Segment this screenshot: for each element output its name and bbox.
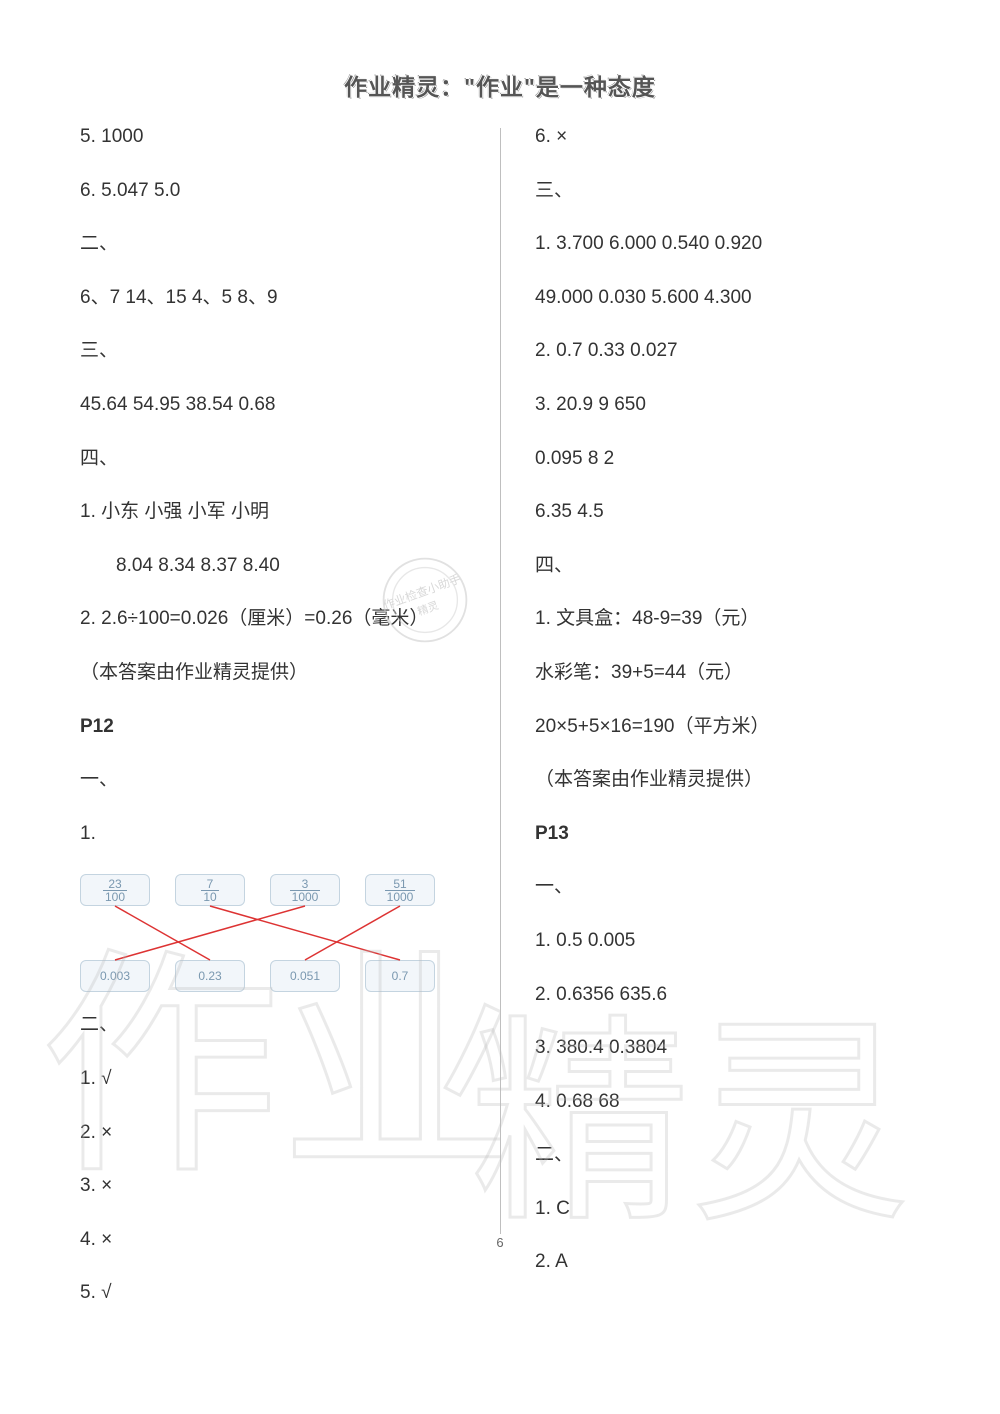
- section-heading: 四、: [80, 446, 475, 473]
- answer-line: 1.: [80, 821, 475, 848]
- answer-line: 6. ×: [535, 124, 930, 151]
- answer-line: 3. ×: [80, 1173, 475, 1200]
- page-label: P13: [535, 821, 930, 848]
- page-number: 6: [0, 1235, 1000, 1250]
- left-column: 5. 1000 6. 5.047 5.0 二、 6、7 14、15 4、5 8、…: [80, 124, 505, 1334]
- answer-line: 2. 0.6356 635.6: [535, 982, 930, 1009]
- section-heading: 二、: [80, 231, 475, 258]
- answer-line: 8.04 8.34 8.37 8.40: [80, 553, 475, 580]
- section-heading: 三、: [535, 178, 930, 205]
- answer-line: 2. 0.7 0.33 0.027: [535, 338, 930, 365]
- answer-line: 1. 0.5 0.005: [535, 928, 930, 955]
- answer-line: 20×5+5×16=190（平方米）: [535, 714, 930, 741]
- section-heading: 二、: [80, 1012, 475, 1039]
- answer-line: 6.35 4.5: [535, 499, 930, 526]
- page-label: P12: [80, 714, 475, 741]
- page-header: 作业精灵："作业"是一种态度: [0, 0, 1000, 124]
- columns: 5. 1000 6. 5.047 5.0 二、 6、7 14、15 4、5 8、…: [0, 124, 1000, 1334]
- answer-line: 5. 1000: [80, 124, 475, 151]
- matching-diagram: 23100 710 31000 511000 0.003 0.23 0.051 …: [80, 874, 440, 994]
- answer-line: 1. 3.700 6.000 0.540 0.920: [535, 231, 930, 258]
- section-heading: 二、: [535, 1142, 930, 1169]
- credit-line: （本答案由作业精灵提供）: [535, 767, 930, 794]
- right-column: 6. × 三、 1. 3.700 6.000 0.540 0.920 49.00…: [505, 124, 930, 1334]
- answer-line: 6. 5.047 5.0: [80, 178, 475, 205]
- section-heading: 一、: [80, 767, 475, 794]
- answer-line: 45.64 54.95 38.54 0.68: [80, 392, 475, 419]
- answer-line: 5. √: [80, 1280, 475, 1307]
- answer-line: 0.095 8 2: [535, 446, 930, 473]
- section-heading: 一、: [535, 874, 930, 901]
- answer-line: 3. 20.9 9 650: [535, 392, 930, 419]
- answer-line: 2. ×: [80, 1120, 475, 1147]
- credit-line: （本答案由作业精灵提供）: [80, 660, 475, 687]
- answer-line: 6、7 14、15 4、5 8、9: [80, 285, 475, 312]
- answer-line: 4. 0.68 68: [535, 1089, 930, 1116]
- answer-line: 49.000 0.030 5.600 4.300: [535, 285, 930, 312]
- answer-line: 水彩笔：39+5=44（元）: [535, 660, 930, 687]
- answer-line: 1. C: [535, 1196, 930, 1223]
- answer-line: 1. √: [80, 1066, 475, 1093]
- match-lines: [80, 874, 440, 994]
- answer-line: 1. 小东 小强 小军 小明: [80, 499, 475, 526]
- answer-line: 1. 文具盒：48-9=39（元）: [535, 606, 930, 633]
- answer-line: 2. 2.6÷100=0.026（厘米）=0.26（毫米）: [80, 606, 475, 633]
- answer-line: 2. A: [535, 1249, 930, 1276]
- answer-line: 3. 380.4 0.3804: [535, 1035, 930, 1062]
- header-title: 作业精灵："作业"是一种态度: [0, 68, 1000, 102]
- section-heading: 三、: [80, 338, 475, 365]
- section-heading: 四、: [535, 553, 930, 580]
